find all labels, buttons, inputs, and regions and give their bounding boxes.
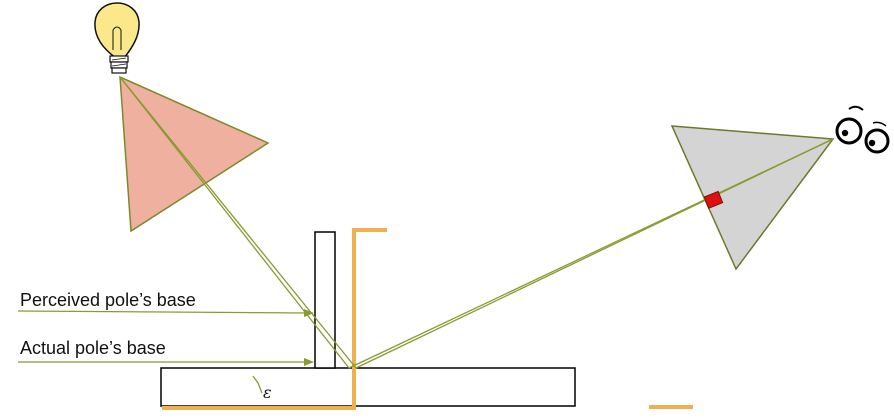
view-cone	[670, 125, 835, 271]
epsilon-label: ε	[263, 383, 272, 402]
perceived-arrowhead	[304, 309, 314, 317]
epsilon-tick	[252, 375, 263, 394]
highlight-plane-upper	[352, 228, 387, 368]
pixel-marker	[703, 190, 724, 209]
light-ray-b	[119, 76, 357, 369]
pole	[314, 231, 336, 369]
perceived-pointer	[17, 310, 309, 314]
light-ray-a	[119, 76, 350, 369]
actual-label: Actual pole’s base	[20, 338, 166, 358]
light-bulb-icon	[94, 2, 140, 74]
reflect-ray-b	[355, 138, 834, 369]
actual-arrowhead	[304, 358, 314, 366]
perceived-label: Perceived pole’s base	[20, 290, 196, 310]
light-cone	[119, 75, 270, 233]
highlight-plane-lower	[162, 368, 356, 410]
eyes-icon	[835, 105, 890, 154]
ground-slab	[160, 367, 576, 407]
